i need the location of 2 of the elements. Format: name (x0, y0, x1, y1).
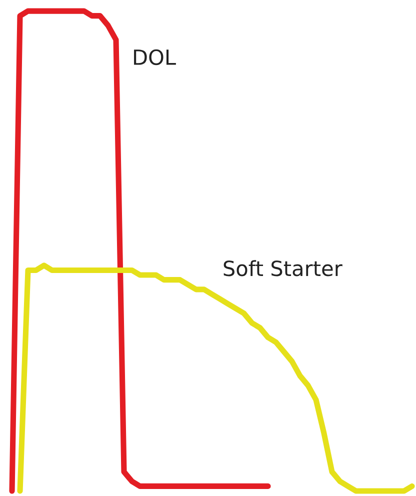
series-label: Soft Starter (224, 260, 342, 276)
series-label: DOL (134, 49, 176, 66)
